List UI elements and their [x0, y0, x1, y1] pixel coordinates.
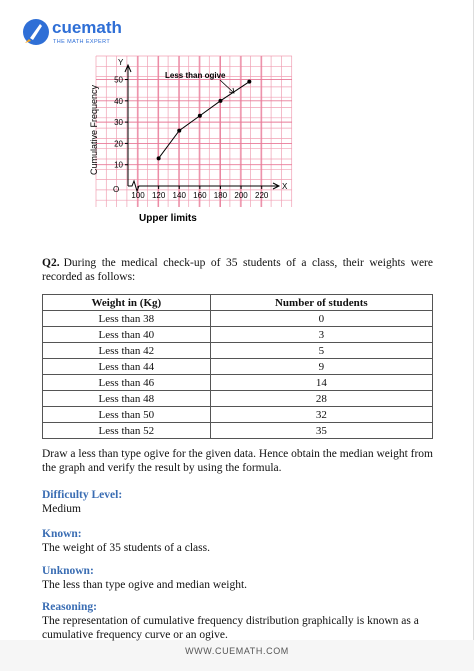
- y-tick-label: 40: [114, 97, 123, 106]
- table-row: Less than 46 14: [42, 374, 434, 391]
- data-point: [197, 113, 202, 118]
- question-number: Q2.: [42, 257, 60, 269]
- annotation: Less than ogive: [165, 71, 226, 80]
- data-point: [247, 79, 252, 84]
- origin-label: O: [113, 185, 119, 194]
- y-tick-label: 50: [114, 76, 123, 85]
- data-table: Weight in (Kg) Number of students Less th…: [42, 294, 434, 439]
- axis-name: Y: [118, 58, 124, 67]
- axis-name: X: [282, 182, 288, 191]
- table-row: Less than 44 9: [42, 358, 434, 375]
- annotation-arrow: [219, 79, 235, 94]
- question: Q2. During the medical check-up of 35 stu…: [42, 256, 433, 284]
- section-heading: Unknown:: [42, 565, 94, 577]
- axis-arrow: [272, 182, 281, 190]
- ogive-figure: 100 120 140 160 180 200 220 10 20 30 40 50 Y X O Cumula…: [89, 55, 293, 224]
- table-cell: Less than 42: [42, 342, 211, 359]
- table-row: Less than 38 0: [42, 310, 434, 327]
- section: Difficulty Level: Medium: [42, 488, 433, 516]
- table-row: Less than 42 5: [42, 342, 434, 359]
- table-header: Weight in (Kg): [42, 294, 211, 311]
- table-cell: 3: [209, 326, 434, 343]
- question-text: During the medical check-up of 35 studen…: [42, 257, 433, 283]
- data-point: [177, 128, 182, 133]
- brand: cuemath: [52, 18, 122, 37]
- table-cell: Less than 46: [42, 374, 211, 391]
- x-axis-title: Upper limits: [139, 213, 197, 224]
- x-axis: [128, 179, 278, 193]
- footer: WWW.CUEMATH.COM: [185, 646, 289, 656]
- section: Reasoning: The representation of cumulati…: [42, 600, 433, 642]
- instruction: Draw a less than type ogive for the give…: [42, 448, 433, 474]
- table-cell: 14: [209, 374, 434, 391]
- tagline: THE MATH EXPERT: [53, 39, 111, 45]
- section-text: The less than type ogive and median weig…: [42, 579, 248, 591]
- table-cell: Less than 44: [42, 358, 211, 375]
- section-text: The representation of cumulative frequen…: [42, 615, 419, 641]
- table-header: Number of students: [209, 294, 434, 311]
- section: Known: The weight of 35 students of a cla…: [42, 527, 433, 555]
- x-tick-label: 180: [214, 191, 228, 200]
- y-axis-title: Cumulative Frequency: [89, 84, 99, 175]
- section-heading: Reasoning:: [42, 601, 97, 613]
- x-tick-label: 100: [131, 191, 145, 200]
- x-tick-label: 220: [255, 191, 269, 200]
- x-tick-label: 200: [234, 191, 248, 200]
- table-cell: 28: [209, 390, 434, 407]
- axis-arrow: [124, 63, 132, 73]
- y-tick-label: 10: [114, 161, 123, 170]
- y-tick-label: 20: [114, 139, 123, 148]
- table-cell: 35: [209, 422, 434, 439]
- data-point: [218, 98, 223, 103]
- section-text: The weight of 35 students of a class.: [42, 542, 210, 554]
- table-cell: Less than 38: [42, 310, 211, 327]
- section: Unknown: The less than type ogive and med…: [42, 564, 433, 592]
- section-text: Medium: [42, 503, 81, 515]
- table-cell: Less than 50: [42, 406, 211, 423]
- table-cell: 9: [209, 358, 434, 375]
- section-heading: Difficulty Level:: [42, 489, 123, 501]
- x-tick-label: 140: [173, 191, 187, 200]
- table-row: Less than 40 3: [42, 326, 434, 343]
- section-heading: Known:: [42, 528, 82, 540]
- x-tick-label: 120: [152, 191, 166, 200]
- table-cell: Less than 40: [42, 326, 211, 343]
- x-tick-label: 160: [193, 191, 207, 200]
- table-cell: 32: [209, 406, 434, 423]
- logo-icon: [23, 19, 49, 45]
- table-row: Less than 48 28: [42, 390, 434, 407]
- table-cell: Less than 48: [42, 390, 211, 407]
- table-row: Less than 50 32: [42, 406, 434, 423]
- table-cell: 0: [209, 310, 434, 327]
- ogive-line: [158, 81, 250, 159]
- data-point: [156, 156, 161, 161]
- y-tick-label: 30: [114, 118, 123, 127]
- table-row: Less than 52 35: [42, 422, 434, 439]
- table-cell: Less than 52: [42, 422, 211, 439]
- table-cell: 5: [209, 342, 434, 359]
